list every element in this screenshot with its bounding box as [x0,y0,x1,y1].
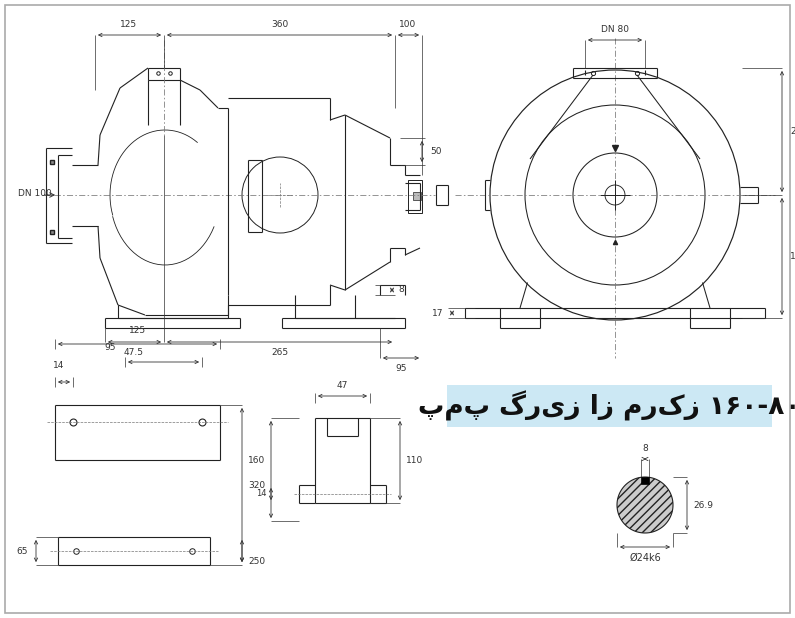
Text: پمپ گریز از مرکز ۱۶۰-۸۰: پمپ گریز از مرکز ۱۶۰-۸۰ [418,391,795,421]
Bar [413,192,421,200]
Bar [641,477,649,484]
Text: 14: 14 [257,489,267,499]
Text: DN 80: DN 80 [601,25,629,34]
Text: 50: 50 [430,146,441,156]
Text: 160: 160 [248,456,265,465]
Bar [408,180,422,213]
Text: 265: 265 [271,348,289,357]
Text: 100: 100 [399,20,417,29]
Text: DN 100: DN 100 [18,188,52,198]
Bar [447,385,772,427]
Text: 225: 225 [790,127,795,136]
Text: 47: 47 [337,381,348,390]
Text: 250: 250 [248,556,265,565]
Text: 360: 360 [271,20,289,29]
Text: 8: 8 [398,286,404,295]
Text: 180: 180 [790,252,795,261]
Text: 17: 17 [432,308,444,318]
Text: 95: 95 [395,364,407,373]
Text: 125: 125 [120,20,138,29]
Text: 14: 14 [53,361,64,370]
Text: 65: 65 [17,546,28,556]
Text: 95: 95 [104,343,116,352]
Text: 320: 320 [248,481,265,489]
Text: 26.9: 26.9 [693,501,713,509]
Text: 125: 125 [129,326,146,335]
Text: 47.5: 47.5 [124,348,144,357]
Text: Ø24k6: Ø24k6 [629,553,661,563]
Text: 8: 8 [642,444,648,453]
Polygon shape [617,477,673,533]
Text: 110: 110 [406,456,423,465]
